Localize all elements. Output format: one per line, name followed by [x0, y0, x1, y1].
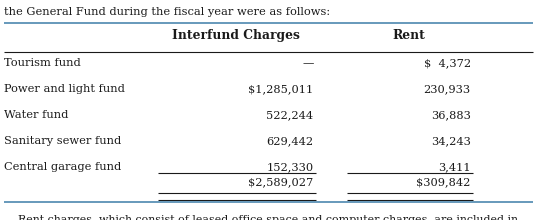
Text: $309,842: $309,842 — [416, 178, 471, 187]
Text: Rent: Rent — [392, 29, 425, 42]
Text: Rent charges, which consist of leased office space and computer charges, are inc: Rent charges, which consist of leased of… — [4, 215, 522, 220]
Text: 629,442: 629,442 — [266, 136, 314, 146]
Text: Tourism fund: Tourism fund — [4, 58, 81, 68]
Text: Interfund Charges: Interfund Charges — [172, 29, 300, 42]
Text: 522,244: 522,244 — [266, 110, 314, 120]
Text: $2,589,027: $2,589,027 — [248, 178, 314, 187]
Text: 36,883: 36,883 — [431, 110, 471, 120]
Text: the General Fund during the fiscal year were as follows:: the General Fund during the fiscal year … — [4, 7, 331, 16]
Text: 3,411: 3,411 — [438, 162, 471, 172]
Text: 230,933: 230,933 — [423, 84, 471, 94]
Text: $1,285,011: $1,285,011 — [248, 84, 314, 94]
Text: —: — — [302, 58, 314, 68]
Text: 152,330: 152,330 — [266, 162, 314, 172]
Text: Sanitary sewer fund: Sanitary sewer fund — [4, 136, 122, 146]
Text: Power and light fund: Power and light fund — [4, 84, 125, 94]
Text: Central garage fund: Central garage fund — [4, 162, 122, 172]
Text: Water fund: Water fund — [4, 110, 69, 120]
Text: $  4,372: $ 4,372 — [423, 58, 471, 68]
Text: 34,243: 34,243 — [431, 136, 471, 146]
